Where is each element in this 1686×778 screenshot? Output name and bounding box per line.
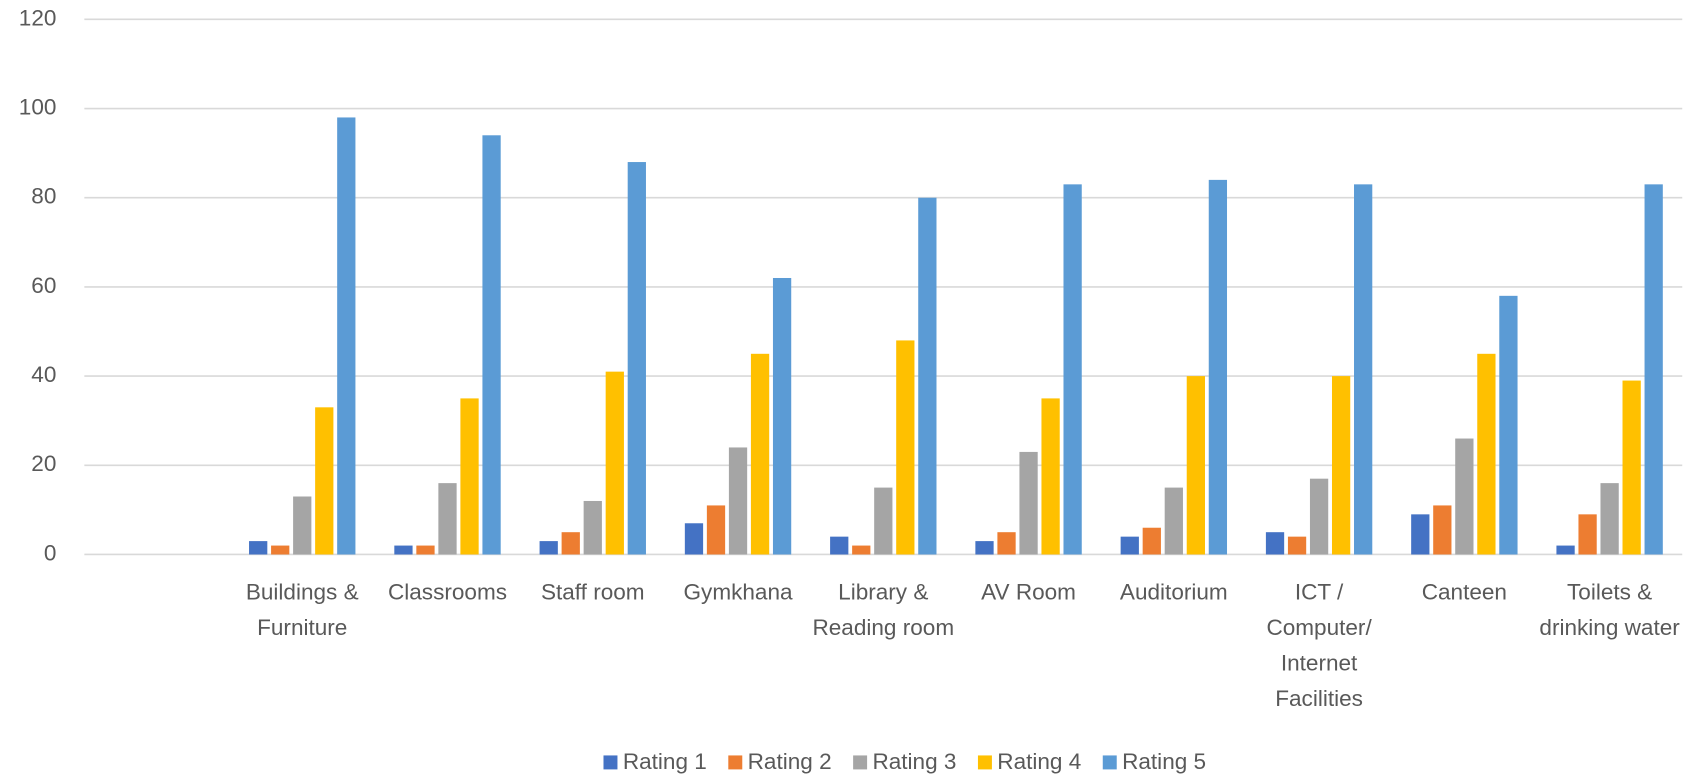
bar xyxy=(249,541,268,555)
x-tick-label: Auditorium xyxy=(1120,580,1228,605)
bar xyxy=(438,483,457,555)
bar xyxy=(1556,545,1575,555)
bar xyxy=(1622,380,1641,555)
bar xyxy=(460,398,479,555)
bar xyxy=(728,447,748,555)
bar xyxy=(1041,398,1060,555)
bar xyxy=(975,541,994,555)
bar xyxy=(1265,532,1285,555)
bar xyxy=(1120,536,1139,555)
y-tick-label: 40 xyxy=(31,362,56,387)
legend-label: Rating 2 xyxy=(748,749,832,774)
bar xyxy=(706,505,726,555)
y-tick-label: 120 xyxy=(19,5,57,30)
bar xyxy=(315,407,334,555)
bar xyxy=(1354,184,1373,555)
bar xyxy=(416,545,435,555)
bar xyxy=(918,197,937,555)
legend-label: Rating 3 xyxy=(872,749,956,774)
bar xyxy=(874,487,893,555)
x-tick-label: Buildings & Furniture xyxy=(246,580,359,640)
bar xyxy=(1208,179,1228,555)
bar xyxy=(750,353,770,555)
y-tick-label: 80 xyxy=(31,184,56,209)
y-tick-label: 60 xyxy=(31,273,56,298)
bar xyxy=(583,500,602,555)
bar xyxy=(293,496,312,555)
legend: Rating 1 Rating 2 Rating 3 Rating 4 Rating 5 xyxy=(603,749,1206,774)
bar xyxy=(1309,478,1329,555)
bar xyxy=(1499,295,1518,555)
bar xyxy=(561,532,580,555)
y-tick-label: 20 xyxy=(31,451,56,476)
bar xyxy=(394,545,413,555)
y-tick-label: 0 xyxy=(44,540,57,565)
bar xyxy=(1578,514,1597,555)
bar xyxy=(684,523,704,555)
legend-swatch xyxy=(603,755,618,770)
bar xyxy=(1433,505,1452,555)
legend-swatch xyxy=(853,755,868,770)
x-tick-label: ICT / Computer/Internet Facilities xyxy=(1266,580,1372,711)
x-tick-label: Classrooms xyxy=(388,580,507,605)
bar xyxy=(830,536,849,555)
bar xyxy=(852,545,871,555)
bar xyxy=(1019,451,1038,555)
bar xyxy=(1142,527,1161,555)
bar xyxy=(772,277,792,555)
bar xyxy=(1411,514,1430,555)
x-tick-label: Gymkhana xyxy=(684,580,793,605)
bar xyxy=(1186,376,1205,555)
bar xyxy=(1644,184,1663,555)
legend-swatch xyxy=(977,755,992,770)
bar xyxy=(1331,376,1351,555)
bar xyxy=(1063,184,1082,555)
x-tick-label: AV Room xyxy=(981,580,1076,605)
legend-label: Rating 4 xyxy=(997,749,1081,774)
legend-swatch xyxy=(728,755,743,770)
bar xyxy=(997,532,1016,555)
bar xyxy=(271,545,290,555)
legend-label: Rating 1 xyxy=(623,749,707,774)
bar xyxy=(896,340,915,555)
x-tick-label: Staff room xyxy=(541,580,645,605)
bar xyxy=(482,135,501,555)
y-tick-label: 100 xyxy=(19,94,57,119)
bar xyxy=(605,371,624,555)
bar xyxy=(337,117,356,555)
x-tick-label: Canteen xyxy=(1422,580,1507,605)
x-tick-label: Toilets & drinking water xyxy=(1539,580,1680,640)
bar xyxy=(1600,483,1619,555)
bar xyxy=(539,541,558,555)
bar xyxy=(1477,353,1496,555)
bar xyxy=(1287,536,1307,555)
x-tick-label: Library & Reading room xyxy=(812,580,954,640)
bar xyxy=(1164,487,1183,555)
bar xyxy=(627,162,646,555)
legend-swatch xyxy=(1102,755,1117,770)
legend-label: Rating 5 xyxy=(1122,749,1206,774)
bar xyxy=(1455,438,1474,555)
